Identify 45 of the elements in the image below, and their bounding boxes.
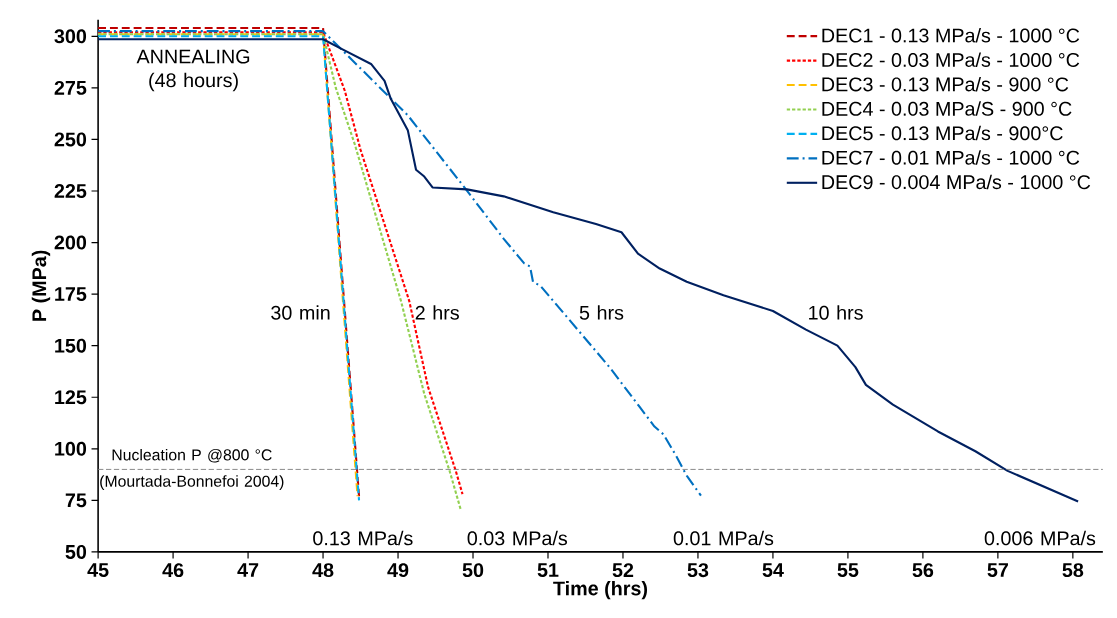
annotation: 0.006 MPa/s: [984, 530, 1096, 546]
y-tick-label: 150: [55, 338, 87, 353]
annotation: 5 hrs: [579, 305, 624, 320]
x-axis-title: Time (hrs): [553, 580, 648, 600]
legend-label: DEC4 - 0.03 MPa/S - 900 °C: [822, 101, 1072, 116]
legend-label: DEC5 - 0.13 MPa/s - 900°C: [822, 125, 1063, 141]
x-tick-label: 45: [87, 563, 109, 577]
y-tick-label: 300: [54, 29, 87, 44]
line-series: [97, 29, 703, 497]
x-tick-label: 47: [237, 563, 259, 577]
x-tick-label: 53: [687, 563, 709, 578]
x-tick-label: 52: [612, 563, 634, 577]
y-tick-label: 275: [54, 80, 87, 95]
legend-label: DEC7 - 0.01 MPa/s - 1000 °C: [822, 150, 1080, 165]
y-tick-label: 200: [54, 235, 87, 250]
annotation: 30 min: [271, 305, 330, 320]
annotation: ANNEALING (48 hours): [136, 49, 250, 91]
x-tick-label: 57: [987, 563, 1008, 577]
legend-label: DEC3 - 0.13 MPa/s - 900 °C: [822, 76, 1069, 92]
x-tick-label: 56: [912, 563, 934, 577]
y-tick-label: 250: [54, 132, 87, 147]
x-tick-label: 58: [1062, 563, 1084, 577]
legend-label: DEC9 - 0.004 MPa/s - 1000 °C: [822, 174, 1091, 189]
annotation: 2 hrs: [415, 305, 459, 320]
y-tick-label: 175: [55, 287, 87, 301]
annotation: 0.01 MPa/s: [673, 530, 774, 546]
y-axis-title: P (MPa): [31, 250, 51, 321]
y-tick-label: 225: [54, 183, 87, 198]
legend-label: DEC2 - 0.03 MPa/s - 1000 °C: [822, 52, 1080, 67]
x-tick-label: 50: [462, 563, 484, 577]
x-tick-label: 54: [762, 563, 784, 577]
legend-label: DEC1 - 0.13 MPa/s - 1000 °C: [822, 27, 1080, 43]
x-tick-label: 55: [837, 563, 859, 577]
annotation: 10 hrs: [809, 305, 863, 320]
x-tick-label: 46: [162, 563, 184, 577]
y-tick-label: 100: [55, 441, 87, 456]
x-tick-label: 51: [537, 563, 559, 577]
y-tick-label: 50: [65, 544, 87, 559]
y-tick-label: 75: [65, 493, 87, 508]
y-tick-label: 125: [55, 390, 87, 405]
x-tick-label: 49: [387, 563, 409, 577]
ref-line-label: Nucleation P @800 °C (Mourtada-Bonnefoi 2004): [100, 448, 284, 490]
annotation: 0.03 MPa/s: [467, 530, 568, 546]
annotation: 0.13 MPa/s: [313, 530, 413, 546]
x-tick-label: 48: [312, 563, 334, 577]
